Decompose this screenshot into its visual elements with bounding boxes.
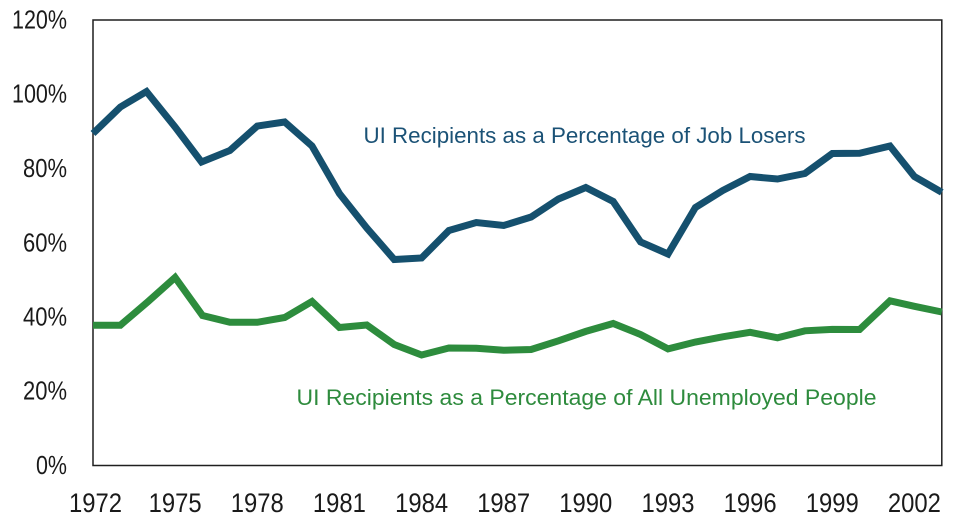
svg-text:1990: 1990 bbox=[559, 488, 612, 518]
svg-text:20%: 20% bbox=[23, 376, 67, 406]
svg-text:80%: 80% bbox=[23, 153, 67, 183]
svg-text:1984: 1984 bbox=[395, 488, 448, 518]
svg-text:1978: 1978 bbox=[231, 488, 284, 518]
svg-text:1999: 1999 bbox=[806, 488, 859, 518]
svg-text:1972: 1972 bbox=[69, 488, 122, 518]
svg-text:1996: 1996 bbox=[724, 488, 777, 518]
svg-text:120%: 120% bbox=[12, 5, 67, 35]
svg-text:60%: 60% bbox=[23, 227, 67, 257]
svg-text:1981: 1981 bbox=[313, 488, 366, 518]
svg-text:100%: 100% bbox=[12, 79, 67, 109]
svg-text:0%: 0% bbox=[36, 450, 67, 480]
svg-text:40%: 40% bbox=[23, 302, 67, 332]
svg-text:UI Recipients as a Percentage: UI Recipients as a Percentage of Job Los… bbox=[364, 123, 806, 148]
svg-text:1987: 1987 bbox=[477, 488, 530, 518]
svg-text:2002: 2002 bbox=[888, 488, 941, 518]
svg-text:UI Recipients as a Percentage: UI Recipients as a Percentage of All Une… bbox=[297, 385, 877, 410]
svg-text:1975: 1975 bbox=[149, 488, 202, 518]
svg-text:1993: 1993 bbox=[642, 488, 695, 518]
